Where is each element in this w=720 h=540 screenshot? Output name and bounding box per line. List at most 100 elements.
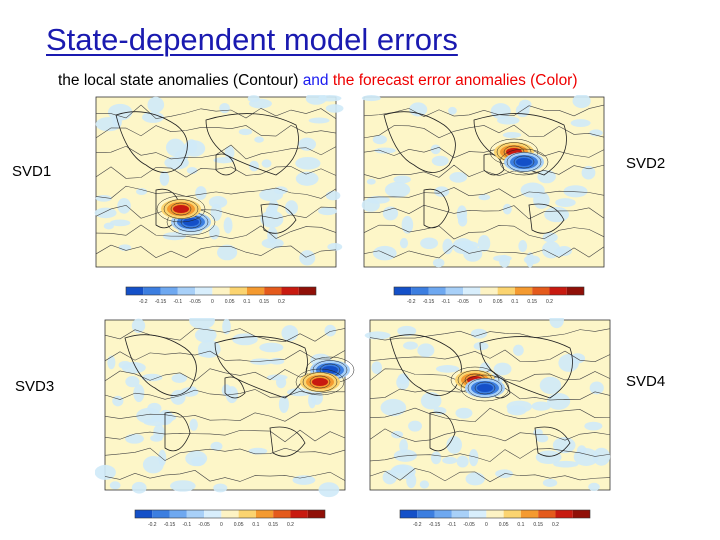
svd2-panel: -0.2 -0.15 -0.1 -0.05 0 0.05 0.1 0.15 0.2	[354, 95, 616, 307]
anomaly-patch	[107, 355, 116, 370]
colorbar-frame	[125, 286, 317, 296]
colorbar-tick-label: 0.05	[499, 522, 509, 528]
contour-line	[104, 349, 346, 363]
anomaly-patch	[552, 437, 576, 454]
anomaly-patch	[274, 186, 288, 195]
colorbar-frame	[399, 509, 591, 519]
colorbar-tick-label: -0.2	[148, 522, 157, 528]
anomaly-patch	[266, 374, 288, 381]
contour-line	[369, 428, 611, 442]
anomaly-patch	[502, 203, 512, 215]
anomaly-patch	[399, 237, 409, 249]
colorbar-tick-label: 0	[211, 299, 214, 305]
anomaly-patch	[261, 159, 272, 168]
anomaly-patch	[470, 328, 488, 339]
anomaly-patch	[366, 195, 390, 204]
anomaly-patch	[588, 482, 600, 492]
anomaly-patch	[285, 200, 298, 216]
anomaly-patch	[549, 318, 564, 329]
colorbar-tick-label: 0.15	[533, 522, 543, 528]
anomaly-patch	[465, 472, 485, 486]
anomaly-patch	[589, 129, 603, 137]
anomaly-patch	[125, 376, 140, 388]
colorbar-tick-label: -0.2	[413, 522, 422, 528]
colorbar-tick-label: 0.15	[268, 522, 278, 528]
contour-line	[369, 448, 611, 462]
anomaly-patch	[420, 392, 442, 410]
anomaly-patch	[361, 95, 381, 102]
anomaly-patch	[507, 405, 527, 416]
anomaly-patch	[430, 451, 442, 465]
anomaly-patch	[95, 464, 116, 480]
svd4-panel: -0.2 -0.15 -0.1 -0.05 0 0.05 0.1 0.15 0.2	[360, 318, 622, 530]
contour-line	[363, 245, 605, 259]
anomaly-patch	[298, 137, 317, 151]
contour-ring	[156, 195, 206, 223]
contour-line	[104, 470, 346, 482]
anomaly-patch	[223, 217, 233, 234]
anomaly-blob	[516, 158, 532, 166]
contour-line	[363, 124, 605, 139]
colorbar-swatch	[169, 510, 187, 518]
anomaly-patch	[401, 215, 414, 234]
anomaly-patch	[442, 238, 453, 255]
anomaly-patch	[515, 103, 530, 118]
contour-line	[95, 185, 337, 199]
contour-ring	[163, 199, 199, 219]
contour-line	[369, 468, 611, 483]
anomaly-patch	[131, 318, 146, 333]
contour-line	[363, 187, 605, 199]
colorbar-swatch	[480, 287, 498, 295]
anomaly-patch	[224, 146, 235, 160]
colorbar-tick-label: -0.05	[198, 522, 210, 528]
anomaly-patch	[473, 341, 489, 351]
anomaly-patch	[384, 181, 411, 198]
anomaly-patch	[147, 96, 165, 113]
colorbar-tick-label: -0.05	[463, 522, 475, 528]
anomaly-patch	[556, 246, 572, 256]
anomaly-patch	[150, 434, 163, 442]
anomaly-patch	[396, 375, 410, 390]
anomaly-patch	[327, 243, 343, 251]
anomaly-patch	[133, 384, 145, 403]
anomaly-patch	[194, 327, 217, 343]
anomaly-patch	[417, 343, 435, 358]
anomaly-patch	[174, 149, 189, 163]
colorbar-tick-label: 0.05	[493, 299, 503, 305]
coastline	[164, 411, 191, 452]
anomaly-patch	[544, 206, 570, 223]
anomaly-patch	[261, 238, 284, 249]
anomaly-patch	[430, 144, 441, 155]
anomaly-patch	[210, 441, 223, 451]
anomaly-patch	[499, 254, 510, 268]
colorbar-swatch	[394, 287, 412, 295]
anomaly-patch	[254, 136, 264, 143]
colorbar-tick-label: -0.1	[442, 299, 451, 305]
anomaly-blob	[173, 205, 189, 213]
colorbar-swatch	[411, 287, 429, 295]
colorbar-tick-label: 0.15	[259, 299, 269, 305]
anomaly-patch	[210, 203, 222, 221]
anomaly-patch	[456, 455, 469, 468]
colorbar-tick-label: 0	[479, 299, 482, 305]
colorbar-swatch	[400, 510, 418, 518]
anomaly-patch	[213, 483, 228, 493]
anomaly-patch	[547, 392, 571, 410]
anomaly-patch	[397, 325, 417, 337]
colorbar-frame	[393, 286, 585, 296]
anomaly-patch	[553, 460, 579, 468]
colorbar-tick-label: -0.05	[457, 299, 469, 305]
anomaly-patch	[371, 361, 383, 375]
anomaly-patch	[170, 480, 196, 492]
colorbar-swatch	[177, 287, 196, 295]
contour-line	[369, 407, 611, 423]
anomaly-patch	[281, 325, 299, 342]
colorbar-tick-label: -0.15	[155, 299, 167, 305]
svd3-panel: -0.2 -0.15 -0.1 -0.05 0 0.05 0.1 0.15 0.2	[95, 318, 357, 530]
svd1-panel: -0.2 -0.15 -0.1 -0.05 0 0.05 0.1 0.15 0.2	[86, 95, 348, 307]
anomaly-patch	[452, 238, 474, 255]
colorbar-tick-label: 0.2	[552, 522, 559, 528]
colorbar-tick-label: 0.2	[546, 299, 553, 305]
anomaly-patch	[295, 171, 319, 186]
colorbar-tick-label: 0.2	[278, 299, 285, 305]
